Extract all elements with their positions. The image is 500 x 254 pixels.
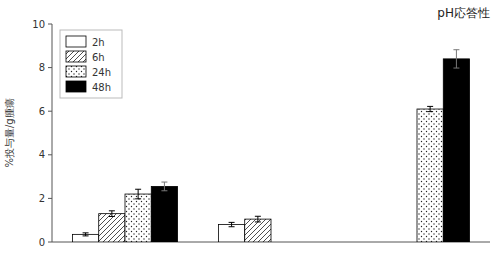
bar — [151, 186, 177, 242]
y-tick-label: 0 — [39, 237, 45, 248]
bar — [99, 214, 125, 242]
y-tick — [48, 242, 52, 243]
legend-frame — [60, 30, 122, 98]
error-bar — [109, 211, 115, 217]
y-tick — [48, 24, 52, 25]
y-axis: 0 2 4 6 8 10 — [32, 19, 490, 248]
legend-swatch — [66, 66, 86, 77]
y-tick — [48, 67, 52, 68]
legend-label: 2h — [92, 37, 105, 48]
bar — [125, 194, 151, 242]
bar — [245, 219, 271, 242]
y-tick-label: 2 — [39, 193, 45, 204]
legend: 2h 6h 24h 48h — [60, 30, 122, 98]
legend-label: 24h — [92, 67, 111, 78]
y-tick-label: 6 — [39, 106, 45, 117]
error-bar — [453, 50, 459, 68]
legend-label: 6h — [92, 52, 105, 63]
chart: 0 2 4 6 8 10 %投与量/g腫瘍 pH応答性 2h 6h 24h 48h — [0, 0, 500, 254]
bar — [443, 59, 469, 242]
legend-swatch — [66, 36, 86, 47]
error-bar — [229, 222, 235, 226]
error-bar — [427, 106, 433, 111]
error-bar — [135, 189, 141, 199]
chart-container: 0 2 4 6 8 10 %投与量/g腫瘍 pH応答性 2h 6h 24h 48h — [0, 0, 500, 254]
bar — [417, 109, 443, 242]
error-bar — [255, 216, 261, 222]
y-tick-label: 10 — [32, 19, 45, 30]
legend-swatch — [66, 51, 86, 62]
y-axis-line — [52, 24, 53, 242]
error-bar — [161, 182, 167, 191]
y-tick — [48, 198, 52, 199]
y-axis-label: %投与量/g腫瘍 — [4, 98, 15, 167]
y-tick — [48, 111, 52, 112]
error-bar — [83, 233, 89, 236]
bars — [72, 50, 469, 242]
y-tick-label: 8 — [39, 62, 45, 73]
y-tick — [48, 154, 52, 155]
legend-swatch — [66, 81, 86, 92]
legend-label: 48h — [92, 82, 111, 93]
title: pH応答性 — [437, 6, 490, 20]
y-tick-label: 4 — [39, 149, 45, 160]
